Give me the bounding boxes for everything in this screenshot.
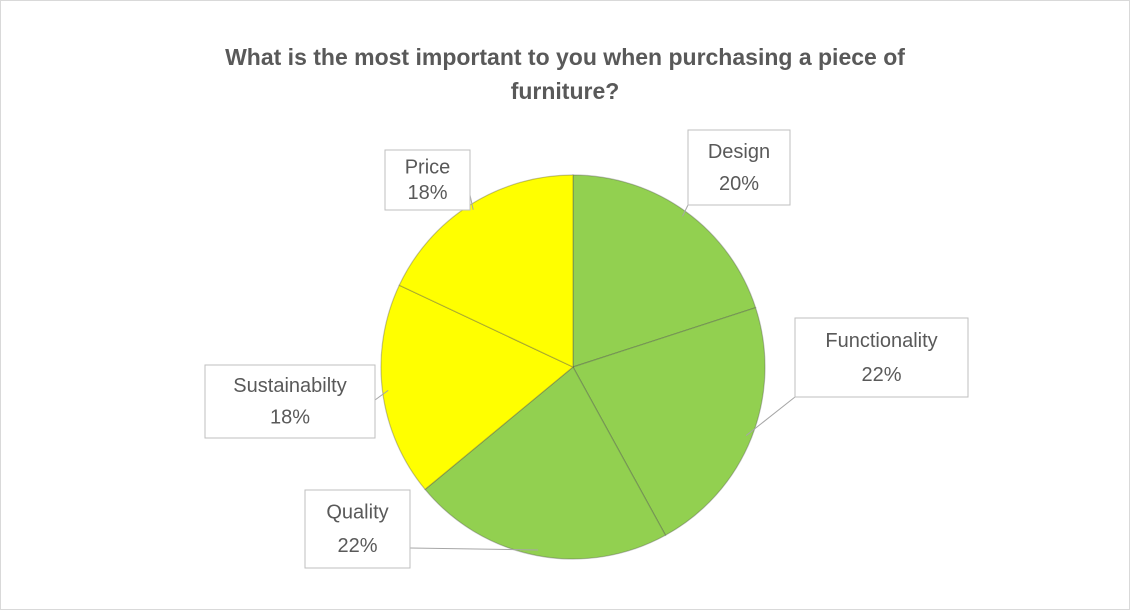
value-label: 18%: [407, 182, 447, 204]
value-label: 22%: [861, 364, 901, 386]
label-box: [384, 149, 471, 211]
leader-line: [745, 396, 796, 436]
label-box: [304, 489, 411, 569]
value-label: 22%: [337, 535, 377, 557]
label-box: [204, 364, 376, 439]
value-label: 20%: [719, 173, 759, 195]
label-box: [794, 317, 969, 398]
category-label: Sustainabilty: [233, 375, 346, 397]
leader-line: [682, 204, 689, 217]
pie-slice: [380, 284, 575, 491]
leader-line: [469, 194, 474, 210]
category-label: Quality: [326, 502, 388, 524]
pie-slice: [572, 306, 766, 537]
leader-line: [374, 389, 389, 401]
category-label: Price: [405, 156, 451, 178]
leader-line: [409, 547, 539, 551]
category-label: Design: [708, 141, 770, 163]
category-label: Functionality: [825, 330, 937, 352]
pie-slice: [572, 174, 757, 368]
value-label: 18%: [270, 407, 310, 429]
label-box: [687, 129, 791, 206]
pie-slice: [424, 366, 667, 560]
chart-title: What is the most important to you when p…: [225, 44, 905, 104]
